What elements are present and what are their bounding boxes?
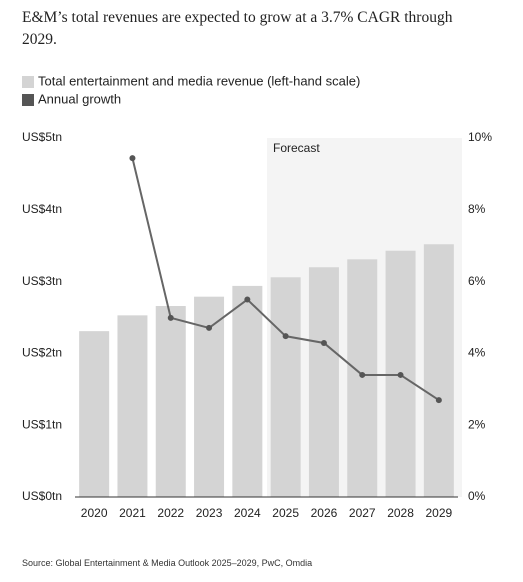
y2-tick-label: 10% [468, 130, 492, 144]
growth-point [206, 324, 213, 331]
bar [347, 259, 378, 497]
y-tick-label: US$1tn [22, 417, 62, 431]
growth-point [167, 314, 174, 321]
bar [308, 267, 339, 497]
y-tick-label: US$2tn [22, 346, 62, 360]
bar [423, 244, 454, 497]
growth-point [359, 371, 366, 378]
annotation: Forecast [273, 141, 320, 155]
chart-title: 2029. [22, 31, 57, 48]
bar [155, 306, 186, 497]
x-tick-label: 2025 [272, 506, 299, 520]
bar [79, 331, 110, 497]
x-tick-label: 2027 [349, 506, 376, 520]
growth-point [282, 333, 289, 340]
x-tick-label: 2023 [196, 506, 223, 520]
legend-label: Annual growth [38, 91, 121, 106]
x-tick-label: 2029 [425, 506, 452, 520]
chart-title: E&M’s total revenues are expected to gro… [22, 9, 453, 26]
x-tick-label: 2024 [234, 506, 261, 520]
y-tick-label: US$5tn [22, 130, 62, 144]
growth-point [129, 155, 136, 162]
x-tick-label: 2028 [387, 506, 414, 520]
growth-point [397, 371, 404, 378]
growth-point [244, 296, 251, 303]
bar [117, 315, 148, 497]
growth-point [320, 339, 327, 346]
x-tick-label: 2022 [157, 506, 184, 520]
y2-tick-label: 2% [468, 417, 486, 431]
x-tick-label: 2020 [81, 506, 108, 520]
y-tick-label: US$3tn [22, 274, 62, 288]
x-tick-label: 2021 [119, 506, 146, 520]
x-tick-label: 2026 [311, 506, 338, 520]
legend-swatch [22, 94, 34, 106]
growth-point [435, 397, 442, 404]
y2-tick-label: 8% [468, 202, 486, 216]
legend-swatch [22, 76, 34, 88]
y-tick-label: US$0tn [22, 489, 62, 503]
bar [270, 277, 301, 497]
y2-tick-label: 0% [468, 489, 486, 503]
source: Source: Global Entertainment & Media Out… [22, 558, 312, 568]
y-tick-label: US$4tn [22, 202, 62, 216]
y2-tick-label: 6% [468, 274, 486, 288]
y2-tick-label: 4% [468, 346, 486, 360]
legend-label: Total entertainment and media revenue (l… [38, 73, 360, 88]
bar [232, 285, 263, 497]
